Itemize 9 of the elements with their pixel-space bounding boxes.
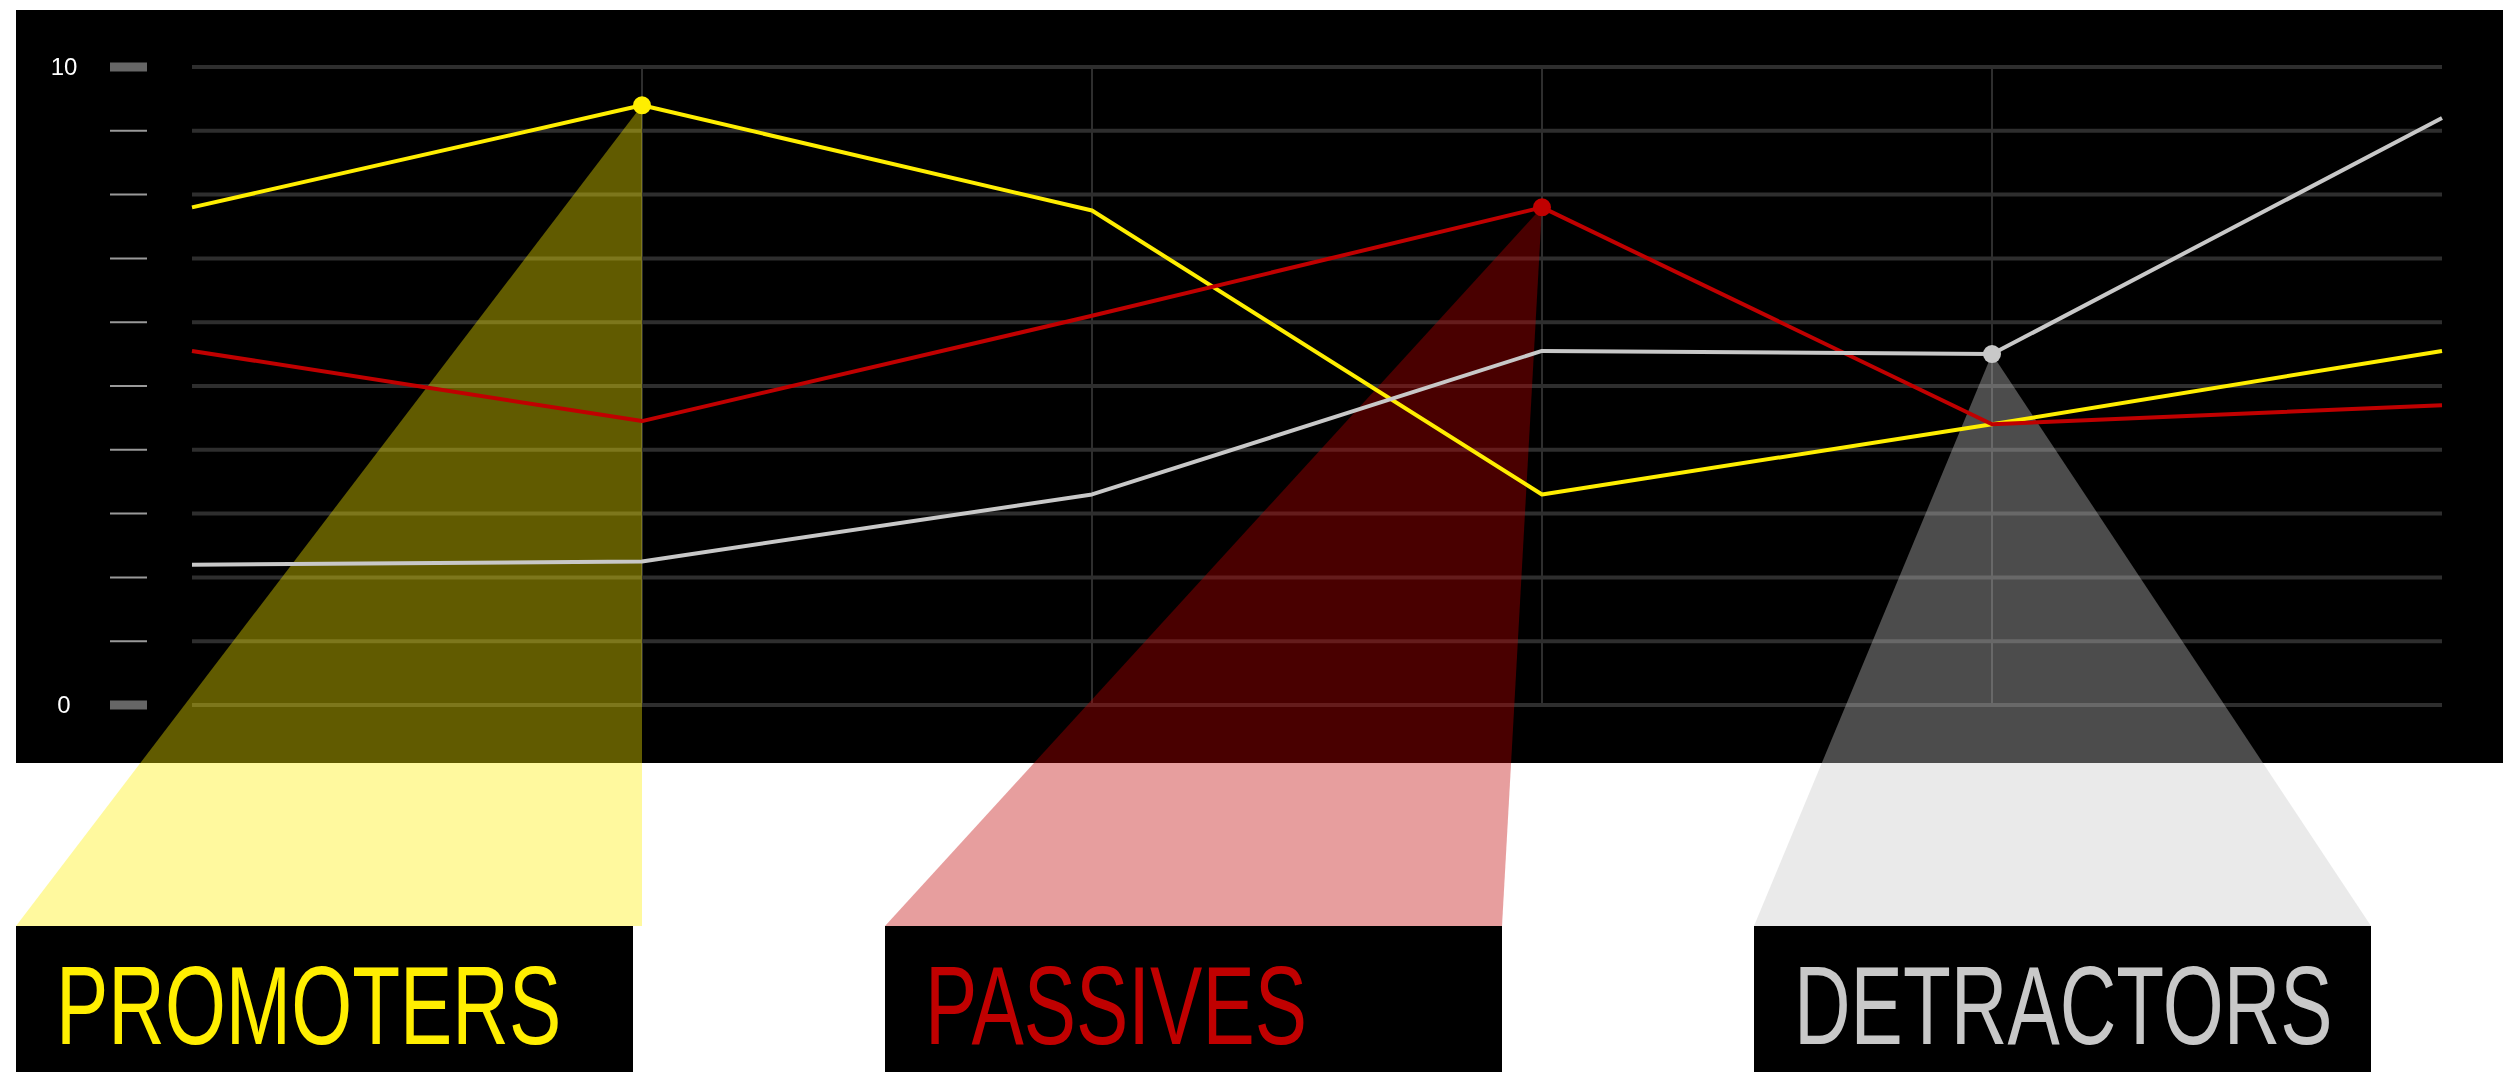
line-series xyxy=(190,116,2444,567)
point xyxy=(633,96,651,115)
y-tick-label: 0 xyxy=(57,691,71,719)
point xyxy=(1533,198,1551,217)
text: PASSIVES xyxy=(925,942,1307,1068)
text: DETRACTORS xyxy=(1794,942,2333,1068)
point xyxy=(1983,345,2001,364)
text: PROMOTERS xyxy=(56,942,562,1068)
y-tick-label: 10 xyxy=(50,53,78,81)
